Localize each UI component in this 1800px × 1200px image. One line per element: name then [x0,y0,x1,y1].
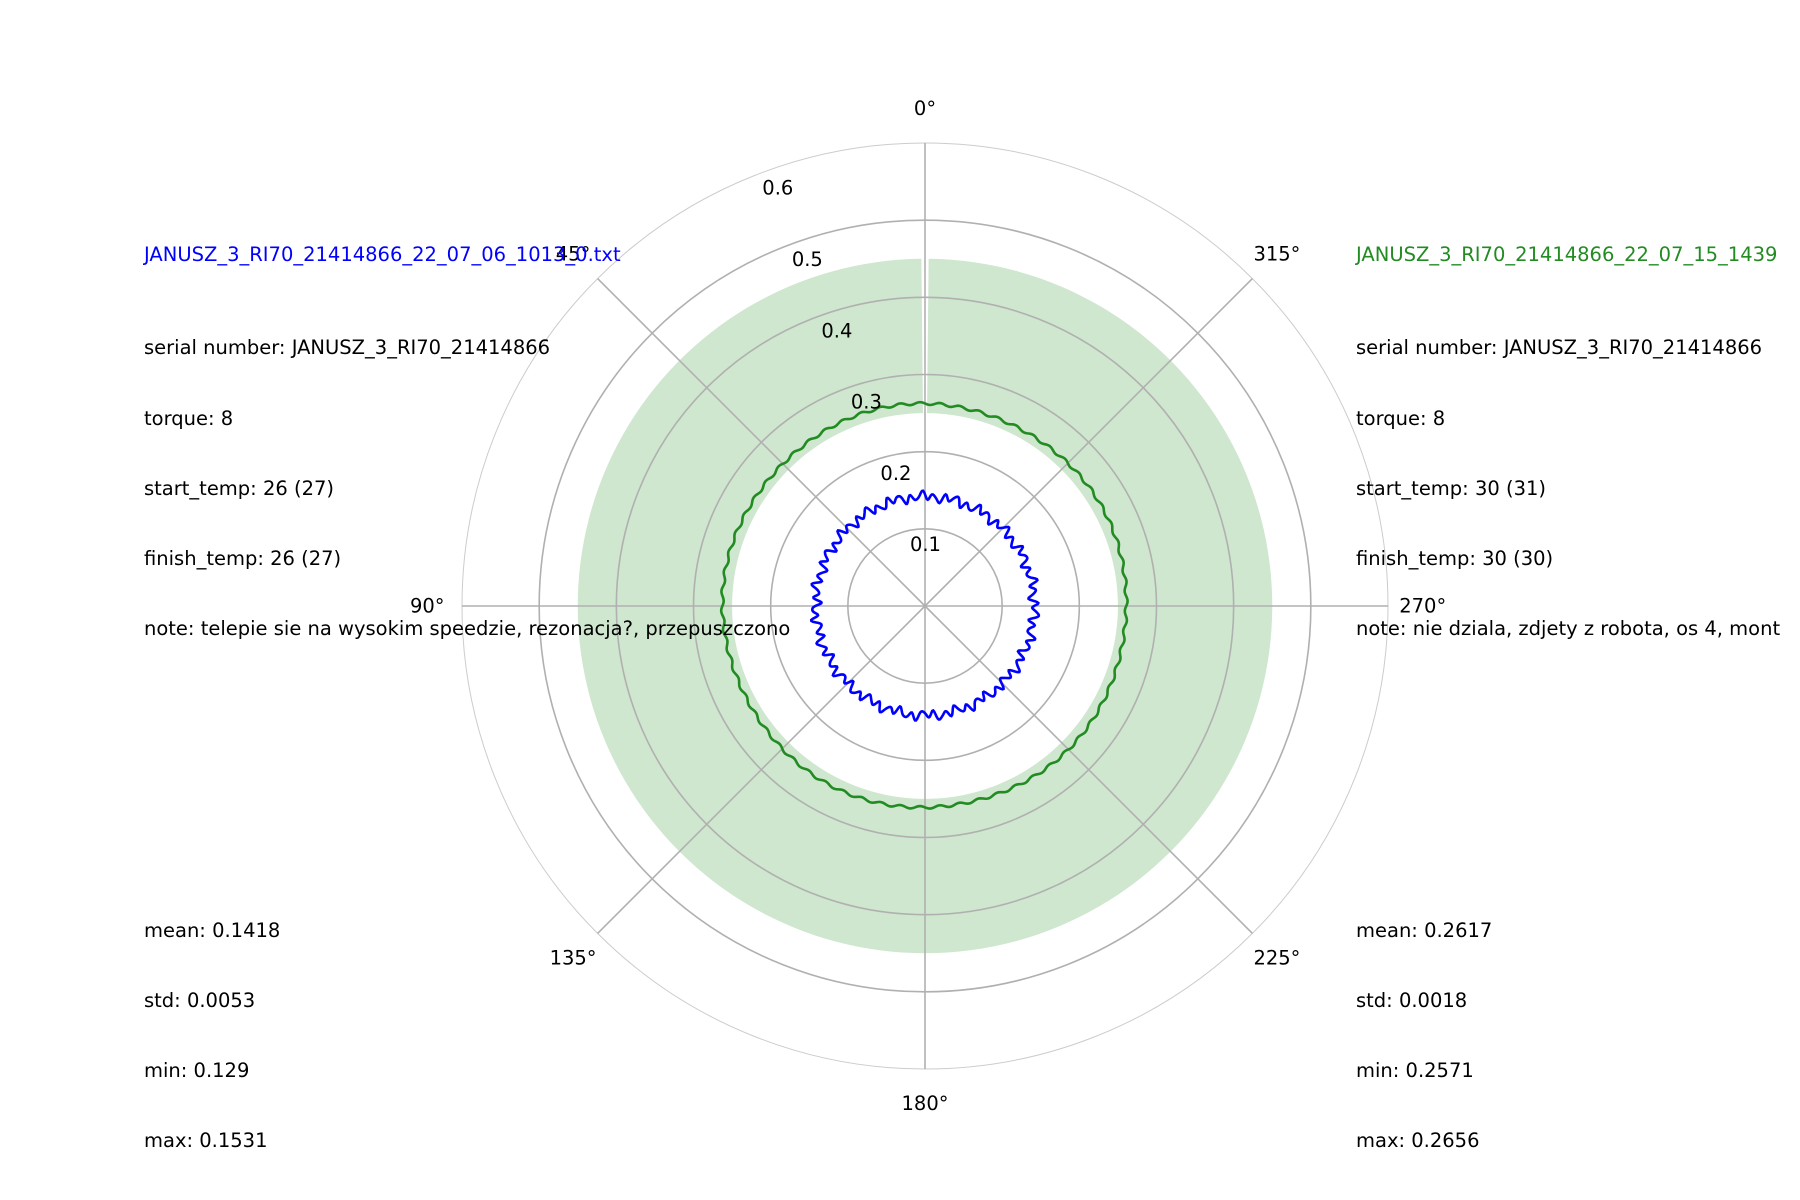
series-1-note: note: telepie sie na wysokim speedzie, r… [144,617,791,641]
angle-tick-label: 315° [1253,243,1300,266]
angular-grid-line [597,605,926,934]
series-2-start-temp: start_temp: 30 (31) [1356,476,1546,500]
radial-tick-label: 0.1 [910,533,941,556]
tick-labels: 0° 45° 90° 135° 180° 225° 270° 315° 0.1 0.2 0.3 0.4… [410,97,1446,1115]
series-lines [719,400,1129,810]
angle-tick-label: 225° [1253,946,1300,969]
radial-tick-label: 0.5 [792,248,823,271]
series-1-min: min: 0.129 [144,1059,250,1083]
series-1-serial: serial number: JANUSZ_3_RI70_21414866 [144,336,551,360]
series-2-stats: mean: 0.2617 std: 0.0018 min: 0.2571 max… [1356,872,1492,1176]
series-2-finish-temp: finish_temp: 30 (30) [1356,547,1554,571]
series-1-mean: mean: 0.1418 [144,918,281,942]
series-2-note: note: nie dziala, zdjety z robota, os 4,… [1356,617,1781,641]
radial-tick-label: 0.3 [851,391,882,414]
series-2-mean: mean: 0.2617 [1356,918,1493,942]
angle-tick-label: 90° [410,595,445,618]
series-1-std: std: 0.0053 [144,989,256,1013]
series-1-filename: JANUSZ_3_RI70_21414866_22_07_06_1013_0.t… [144,242,621,266]
polar-grid [461,142,1389,1070]
series-1-stats: mean: 0.1418 std: 0.0053 min: 0.129 max:… [144,872,280,1176]
series-1-start-temp: start_temp: 26 (27) [144,476,334,500]
radial-tick-label: 0.2 [880,462,911,485]
series-2-filename: JANUSZ_3_RI70_21414866_22_07_15_1439 [1356,242,1778,266]
angular-grid-line [597,278,926,607]
angular-grid-line [924,278,1253,607]
series-1-finish-temp: finish_temp: 26 (27) [144,547,342,571]
series-2-min: min: 0.2571 [1356,1059,1474,1083]
series-2-std: std: 0.0018 [1356,989,1468,1013]
angle-tick-label: 135° [550,946,597,969]
angle-tick-label: 270° [1399,595,1446,618]
radial-tick-label: 0.6 [762,177,793,200]
radial-tick-label: 0.4 [821,319,852,342]
series-1-torque: torque: 8 [144,406,234,430]
series-line-1 [809,489,1041,722]
angle-tick-label: 0° [914,97,936,120]
series-1-max: max: 0.1531 [144,1129,268,1153]
series-2-max: max: 0.2656 [1356,1129,1480,1153]
series-2-info: JANUSZ_3_RI70_21414866_22_07_15_1439 ser… [1356,196,1780,664]
angle-tick-label: 45° [556,243,591,266]
series-2-serial: serial number: JANUSZ_3_RI70_21414866 [1356,336,1763,360]
angular-grid-line [924,605,1253,934]
series-2-torque: torque: 8 [1356,406,1446,430]
series-1-info: JANUSZ_3_RI70_21414866_22_07_06_1013_0.t… [144,196,790,664]
angle-tick-label: 180° [902,1092,949,1115]
series-line-2 [719,400,1129,810]
